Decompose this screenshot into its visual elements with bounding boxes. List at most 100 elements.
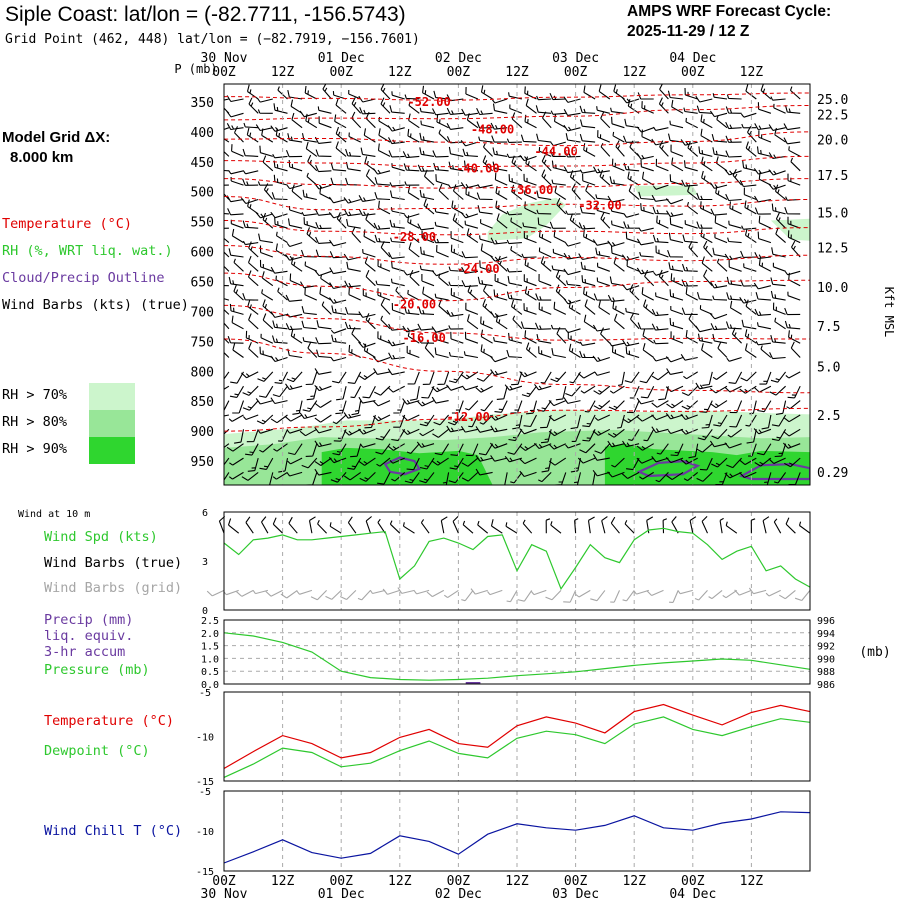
wind-barb-true — [719, 517, 724, 534]
wind-barb — [742, 160, 757, 172]
wind-barb — [534, 383, 552, 391]
wind-barb — [641, 171, 654, 186]
wind-barb — [450, 231, 464, 244]
wind-barb — [612, 131, 625, 143]
wind-barb — [611, 116, 625, 129]
wind-barb-true — [227, 518, 240, 534]
wind-barb — [290, 329, 303, 344]
wind-barb — [402, 428, 420, 436]
wind-barb — [256, 414, 274, 425]
top-day-label: 02 Dec — [435, 51, 482, 66]
pressure-tick-label: 992 — [817, 642, 835, 653]
wind-barb — [328, 196, 347, 204]
pressure-tick-label: 750 — [191, 335, 214, 350]
wind-barb — [380, 240, 391, 258]
wind-barb — [640, 385, 655, 399]
wind-barb — [680, 457, 698, 465]
wind-barb — [508, 174, 523, 186]
wind-barb — [245, 443, 259, 456]
wind-barb — [651, 414, 669, 421]
wind-barb — [232, 343, 244, 358]
wind-barb — [506, 239, 522, 245]
wind-barb — [319, 287, 332, 301]
wind-barb — [493, 289, 508, 301]
wind-barb — [596, 106, 610, 114]
wind-barb — [270, 266, 288, 274]
wind-barb — [636, 397, 654, 405]
wind-barb — [519, 371, 537, 378]
wind-barb — [550, 110, 566, 115]
bottom-day-label: 01 Dec — [318, 887, 365, 900]
wind-barb — [482, 299, 493, 315]
wind-barb — [667, 250, 684, 258]
wind-barb — [270, 125, 288, 132]
bottom-time-label: 12Z — [505, 874, 529, 889]
wind-barb — [461, 457, 479, 467]
wind-barb — [255, 124, 273, 132]
wind-barb — [610, 107, 625, 114]
wind-barb-true — [601, 516, 608, 534]
wind-barb — [653, 339, 669, 345]
wind-barb — [658, 269, 669, 287]
wind-barb-true — [261, 516, 269, 534]
wind-barb — [667, 133, 684, 143]
wind-barb — [775, 400, 787, 415]
wind-barb — [758, 215, 772, 229]
wind-barb — [257, 109, 273, 114]
wind-barb — [511, 112, 523, 129]
wind-barb — [630, 312, 640, 330]
wind-barb — [301, 306, 317, 315]
wind-barb — [360, 147, 376, 157]
wind-barb — [709, 385, 728, 394]
wind-barb — [768, 457, 786, 465]
wind-barb-grid — [357, 590, 371, 601]
wind-barb — [287, 348, 303, 359]
wind-barb — [669, 174, 684, 186]
wind-barb — [508, 92, 523, 100]
wind-barb — [653, 126, 669, 131]
wind-barb — [555, 270, 567, 287]
wind-barb — [787, 385, 801, 399]
wind-barb — [757, 231, 772, 244]
wind-barb — [578, 222, 596, 230]
wind-barb — [461, 471, 479, 482]
wind-barb — [234, 126, 244, 143]
legend-wind-barbs-grid: Wind Barbs (grid) — [44, 580, 183, 596]
wind-barb — [363, 343, 376, 358]
wind-barb — [520, 321, 537, 330]
wind-barb — [716, 115, 728, 129]
wind-barb — [407, 215, 420, 229]
pressure-tick-label: 450 — [191, 156, 214, 171]
wind-barb — [273, 103, 288, 114]
wind-barb — [466, 314, 479, 330]
wind-barb-true — [440, 516, 448, 534]
precip-tick-label: 0.5 — [201, 667, 219, 678]
temp-tick-label: -10 — [196, 733, 214, 744]
wind-barb — [760, 84, 772, 100]
wind-barb — [464, 331, 479, 344]
wind-barb — [374, 177, 391, 186]
wind-barb — [756, 443, 772, 456]
wind-barb — [431, 457, 449, 466]
wind-barb — [388, 150, 405, 158]
wind-barb — [476, 371, 493, 382]
wind-barb — [636, 443, 654, 451]
wind-barb — [593, 385, 611, 395]
wind-barb — [701, 170, 713, 186]
wind-barb — [247, 255, 259, 272]
wind-barb — [314, 468, 332, 476]
wind-barb — [753, 168, 772, 175]
wind-barb — [460, 212, 479, 219]
wind-barb — [434, 293, 449, 301]
wind-barb — [286, 471, 303, 477]
wind-barb — [407, 289, 420, 301]
wind-barb-grid — [443, 589, 459, 599]
wind-barb — [478, 136, 493, 143]
wind-barb — [725, 135, 742, 143]
wind-barb-true — [272, 517, 283, 534]
temperature-line — [223, 703, 811, 770]
top-day-label: 04 Dec — [669, 51, 716, 66]
wind-barb-true — [389, 520, 401, 534]
temperature-contour-8 — [224, 245, 810, 265]
wind-barb — [783, 123, 801, 131]
